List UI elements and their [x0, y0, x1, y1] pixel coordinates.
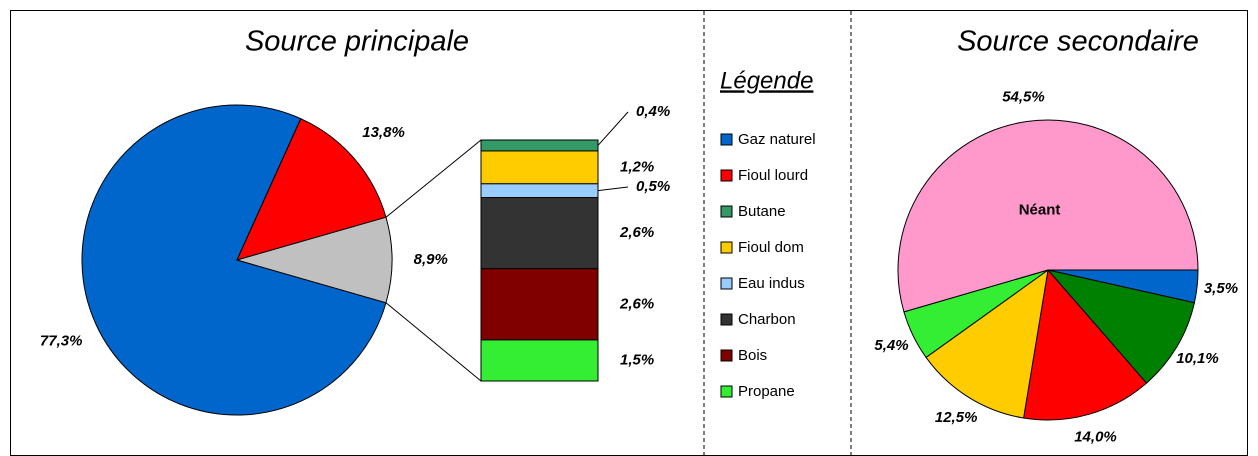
data-label: 2,6% [619, 224, 654, 241]
data-label: 14,0% [1074, 428, 1117, 445]
data-label: 77,3% [40, 332, 83, 349]
pie-slice [897, 119, 1199, 313]
data-label: 0,5% [636, 178, 670, 195]
leader-line [597, 111, 629, 146]
bar-segment [480, 268, 599, 341]
legend-label: Propane [738, 383, 795, 400]
connector [385, 302, 482, 382]
legend-label: Charbon [738, 311, 796, 328]
legend-label: Bois [738, 347, 767, 364]
legend-swatch [720, 205, 733, 218]
pie-slice [235, 216, 393, 304]
data-label: 1,5% [620, 351, 654, 368]
data-label: 8,9% [414, 251, 448, 268]
legend-swatch [720, 169, 733, 182]
chart-title: Source principale [245, 26, 469, 58]
data-label: 54,5% [1002, 89, 1045, 106]
legend-label: Eau indus [738, 275, 805, 292]
pie-slice [925, 268, 1049, 419]
pie-slice [1023, 268, 1148, 421]
leader-line [597, 186, 629, 192]
legend-swatch [720, 241, 733, 254]
pie-slice [81, 104, 387, 416]
data-label: 5,4% [874, 337, 908, 354]
data-label: 13,8% [362, 124, 405, 141]
legend-title: Légende [720, 67, 813, 94]
bar-segment [480, 183, 599, 199]
legend-swatch [720, 277, 733, 290]
bar-segment [480, 339, 599, 382]
legend-swatch [720, 133, 733, 146]
bar-segment [480, 150, 599, 185]
legend-label: Gaz naturel [738, 131, 816, 148]
data-label: 12,5% [935, 409, 978, 426]
connector [385, 139, 482, 218]
slice-annotation: Néant [1019, 202, 1061, 219]
legend-swatch [720, 313, 733, 326]
data-label: 10,1% [1176, 350, 1219, 367]
legend-label: Fioul dom [738, 239, 804, 256]
pie-slice [1046, 269, 1195, 384]
data-label: 0,4% [636, 103, 670, 120]
data-label: 2,6% [619, 295, 654, 312]
legend-label: Butane [738, 203, 786, 220]
chart-title: Source secondaire [957, 26, 1199, 58]
bar-segment [480, 139, 599, 152]
legend-label: Fioul lourd [738, 167, 808, 184]
pie-slice [236, 118, 387, 261]
data-label: 3,5% [1204, 280, 1238, 297]
legend-swatch [720, 349, 733, 362]
legend-swatch [720, 385, 733, 398]
bar-segment [480, 197, 599, 270]
data-label: 1,2% [620, 158, 654, 175]
